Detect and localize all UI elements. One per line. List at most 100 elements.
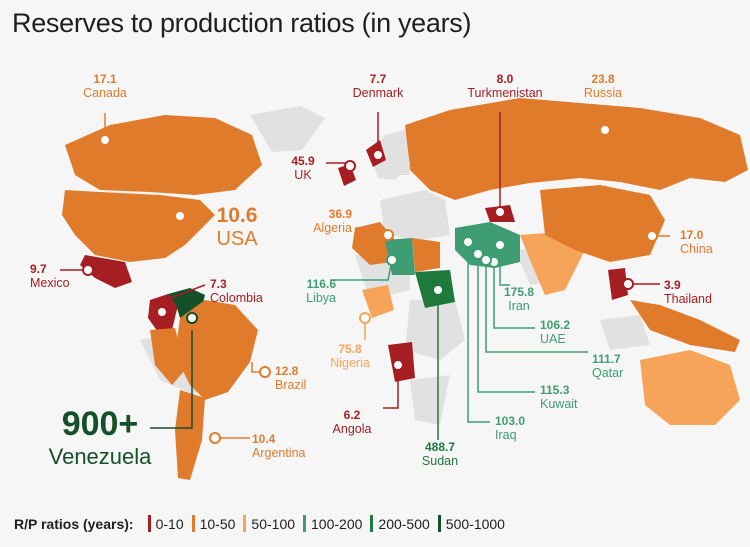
label-angola-name: Angola bbox=[332, 422, 372, 436]
label-mexico-value: 9.7 bbox=[30, 262, 47, 276]
label-brazil: 12.8 Brazil bbox=[275, 364, 306, 392]
label-argentina-name: Argentina bbox=[252, 446, 306, 460]
brazil-shape bbox=[175, 300, 258, 400]
marker-iran bbox=[494, 239, 506, 251]
legend-label: 0-10 bbox=[155, 515, 184, 532]
australia-shape bbox=[640, 350, 740, 425]
marker-colombia bbox=[156, 306, 168, 318]
marker-brazil bbox=[259, 366, 271, 378]
legend-title: R/P ratios (years): bbox=[14, 515, 134, 532]
label-canada: 17.1 Canada bbox=[83, 72, 127, 100]
marker-uk bbox=[344, 160, 356, 172]
marker-qatar bbox=[480, 254, 492, 266]
marker-denmark bbox=[372, 149, 384, 161]
nigeria-shape bbox=[362, 285, 394, 318]
label-angola: 6.2 Angola bbox=[333, 408, 372, 436]
legend-label: 200-500 bbox=[378, 515, 430, 532]
label-angola-value: 6.2 bbox=[343, 408, 361, 422]
marker-canada bbox=[99, 134, 111, 146]
label-china: 17.0 China bbox=[680, 228, 713, 256]
label-kuwait-name: Kuwait bbox=[540, 397, 578, 411]
label-china-name: China bbox=[680, 242, 713, 256]
label-libya: 116.6 Libya bbox=[306, 277, 336, 305]
mexico-shape bbox=[80, 255, 132, 288]
legend-label: 100-200 bbox=[311, 515, 363, 532]
markers bbox=[82, 124, 658, 444]
marker-thailand bbox=[622, 278, 634, 290]
legend-item-10-50: 10-50 bbox=[191, 515, 236, 532]
label-uae-name: UAE bbox=[540, 332, 566, 346]
middle-east-shape bbox=[455, 222, 520, 268]
legend-swatch bbox=[370, 515, 374, 532]
label-nigeria-name: Nigeria bbox=[330, 356, 370, 370]
label-mexico-name: Mexico bbox=[30, 276, 70, 290]
label-argentina-value: 10.4 bbox=[252, 432, 276, 446]
indonesia-shape bbox=[630, 300, 740, 352]
label-turkmenistan-value: 8.0 bbox=[496, 72, 514, 86]
legend-swatch bbox=[437, 515, 441, 532]
label-nigeria-value: 75.8 bbox=[338, 342, 362, 356]
legend-label: 10-50 bbox=[199, 515, 236, 532]
label-mexico: 9.7 Mexico bbox=[30, 262, 70, 290]
marker-argentina bbox=[209, 432, 221, 444]
label-china-value: 17.0 bbox=[680, 228, 704, 242]
marker-libya bbox=[386, 254, 398, 266]
label-brazil-value: 12.8 bbox=[275, 364, 299, 378]
label-uk-name: UK bbox=[294, 168, 312, 182]
label-canada-value: 17.1 bbox=[93, 72, 117, 86]
label-brazil-name: Brazil bbox=[275, 378, 307, 392]
label-argentina: 10.4 Argentina bbox=[252, 432, 306, 460]
label-uk: 45.9 UK bbox=[291, 154, 314, 182]
label-thailand-name: Thailand bbox=[664, 292, 712, 306]
label-uk-value: 45.9 bbox=[291, 154, 315, 168]
label-uae: 106.2 UAE bbox=[540, 318, 570, 346]
label-kuwait: 115.3 Kuwait bbox=[540, 383, 578, 411]
label-usa-value: 10.6 bbox=[216, 204, 258, 227]
marker-sudan bbox=[432, 284, 444, 296]
label-canada-name: Canada bbox=[83, 86, 127, 100]
marker-usa bbox=[174, 210, 186, 222]
label-colombia-value: 7.3 bbox=[210, 277, 227, 291]
label-libya-value: 116.6 bbox=[306, 277, 336, 291]
label-venezuela: 900+ Venezuela bbox=[49, 405, 152, 470]
label-denmark: 7.7 Denmark bbox=[353, 72, 404, 100]
label-iraq-value: 103.0 bbox=[495, 414, 526, 428]
label-sudan: 488.7 Sudan bbox=[422, 440, 458, 468]
legend-label: 500-1000 bbox=[445, 515, 505, 532]
label-venezuela-value: 900+ bbox=[61, 405, 139, 443]
label-usa-name: USA bbox=[216, 228, 258, 250]
label-kuwait-value: 115.3 bbox=[540, 383, 570, 397]
legend-item-50-100: 50-100 bbox=[243, 515, 295, 532]
legend-label: 50-100 bbox=[251, 515, 296, 532]
label-sudan-name: Sudan bbox=[421, 454, 459, 468]
label-sudan-value: 488.7 bbox=[424, 440, 456, 454]
label-denmark-name: Denmark bbox=[352, 86, 404, 100]
label-qatar-name: Qatar bbox=[592, 366, 624, 380]
india-shape bbox=[520, 232, 585, 295]
legend-swatch bbox=[147, 515, 151, 532]
label-algeria: 36.9 Algeria bbox=[313, 207, 352, 235]
russia-shape bbox=[405, 98, 748, 200]
label-turkmenistan-name: Turkmenistan bbox=[467, 86, 543, 100]
marker-mexico bbox=[82, 264, 94, 276]
page-title: Reserves to production ratios (in years) bbox=[12, 8, 472, 38]
legend-swatch bbox=[303, 515, 307, 532]
label-algeria-value: 36.9 bbox=[328, 207, 352, 221]
argentina-shape bbox=[175, 390, 205, 480]
label-iraq: 103.0 Iraq bbox=[495, 414, 525, 442]
label-qatar: 111.7 Qatar bbox=[592, 352, 623, 380]
label-russia-value: 23.8 bbox=[591, 72, 615, 86]
marker-china bbox=[646, 230, 658, 242]
label-algeria-name: Algeria bbox=[313, 221, 352, 235]
legend-item-500-1000: 500-1000 bbox=[437, 515, 505, 532]
label-uae-value: 106.2 bbox=[540, 318, 571, 332]
label-nigeria: 75.8 Nigeria bbox=[330, 342, 370, 370]
marker-russia bbox=[599, 124, 611, 136]
marker-angola bbox=[392, 359, 404, 371]
greenland-shape bbox=[250, 106, 325, 152]
legend-swatch bbox=[191, 515, 195, 532]
label-iran-value: 175.8 bbox=[503, 285, 535, 299]
marker-turkmenistan bbox=[494, 206, 506, 218]
label-colombia-name: Colombia bbox=[210, 291, 263, 305]
